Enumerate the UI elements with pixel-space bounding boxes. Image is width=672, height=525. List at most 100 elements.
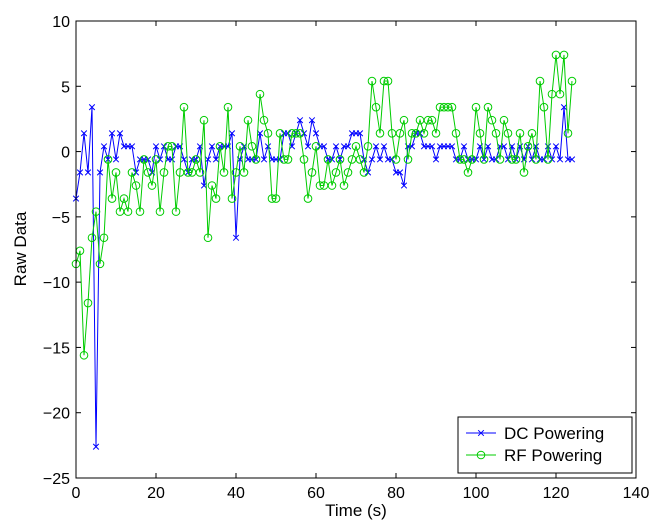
data-point	[372, 143, 380, 150]
data-point	[227, 194, 237, 203]
data-point	[475, 128, 485, 138]
x-tick-label: 120	[543, 485, 570, 502]
data-point	[356, 130, 364, 137]
data-point	[556, 156, 564, 163]
data-point	[108, 130, 116, 137]
data-point	[275, 128, 285, 138]
data-point	[343, 168, 353, 177]
data-point	[467, 155, 477, 164]
data-point	[84, 169, 92, 176]
data-point	[171, 207, 181, 216]
data-point	[99, 233, 109, 243]
data-point	[499, 115, 509, 125]
data-point	[355, 155, 365, 164]
data-point	[168, 156, 176, 163]
axes-box	[75, 20, 637, 479]
legend-label: RF Powering	[504, 446, 602, 465]
data-point	[112, 156, 120, 163]
data-point	[403, 155, 413, 164]
data-point	[419, 128, 429, 138]
data-point	[111, 168, 121, 177]
data-point	[100, 143, 108, 150]
data-point	[344, 143, 352, 150]
data-point	[296, 117, 304, 124]
data-point	[491, 128, 501, 138]
data-point	[428, 143, 436, 150]
data-point	[376, 156, 384, 163]
data-point	[79, 350, 89, 360]
data-point	[243, 115, 253, 125]
data-point	[443, 102, 453, 112]
data-point	[259, 115, 269, 125]
data-point	[568, 156, 576, 163]
data-point	[279, 155, 289, 164]
data-point	[367, 76, 377, 86]
data-point	[399, 115, 409, 125]
data-point	[359, 168, 369, 177]
data-point	[351, 142, 361, 151]
data-point	[515, 128, 525, 138]
data-point	[91, 207, 101, 216]
data-point	[271, 194, 281, 203]
data-point	[159, 168, 169, 177]
data-point	[503, 128, 513, 138]
x-tick-label: 40	[227, 485, 245, 502]
data-point	[543, 155, 553, 164]
data-point	[431, 128, 441, 138]
data-point	[232, 234, 240, 241]
data-point	[423, 115, 433, 125]
x-tick-label: 100	[463, 485, 490, 502]
data-point	[323, 155, 333, 164]
data-point	[308, 117, 316, 124]
data-point	[500, 143, 508, 150]
data-point	[447, 102, 457, 112]
data-point	[87, 233, 97, 243]
data-point	[320, 143, 328, 150]
data-point	[255, 89, 265, 99]
data-point	[395, 128, 405, 138]
data-point	[563, 128, 573, 138]
data-point	[311, 142, 321, 151]
data-point	[264, 143, 272, 150]
data-point	[527, 128, 537, 138]
data-point	[151, 155, 161, 164]
series-1	[71, 50, 577, 360]
data-point	[204, 156, 212, 163]
data-point	[251, 155, 261, 164]
legend-marker	[476, 450, 486, 460]
data-point	[448, 143, 456, 150]
data-point	[519, 168, 529, 177]
data-point	[495, 155, 505, 164]
data-point	[283, 155, 293, 164]
data-point	[183, 168, 193, 177]
data-point	[559, 50, 569, 60]
data-point	[263, 128, 273, 138]
data-point	[103, 155, 113, 164]
data-point	[471, 102, 481, 112]
x-tick-label: 80	[387, 485, 405, 502]
data-point	[427, 115, 437, 125]
data-point	[116, 130, 124, 137]
legend-entry-0: DC Powering	[466, 424, 604, 443]
x-axis-label: Time (s)	[325, 501, 387, 520]
data-point	[215, 142, 225, 151]
data-point	[479, 155, 489, 164]
data-point	[228, 130, 236, 137]
data-point	[560, 104, 568, 111]
data-point	[95, 259, 105, 269]
data-point	[267, 194, 277, 203]
data-point	[80, 130, 88, 137]
data-point	[139, 155, 149, 164]
data-point	[195, 168, 205, 177]
x-tick-label: 20	[147, 485, 165, 502]
data-point	[451, 128, 461, 138]
data-point	[167, 142, 177, 151]
data-point	[303, 194, 313, 203]
data-point	[400, 182, 408, 189]
data-point	[335, 155, 345, 164]
legend: DC Powering RF Powering	[457, 416, 633, 474]
data-point	[507, 155, 517, 164]
data-point	[96, 169, 104, 176]
data-point	[304, 143, 312, 150]
